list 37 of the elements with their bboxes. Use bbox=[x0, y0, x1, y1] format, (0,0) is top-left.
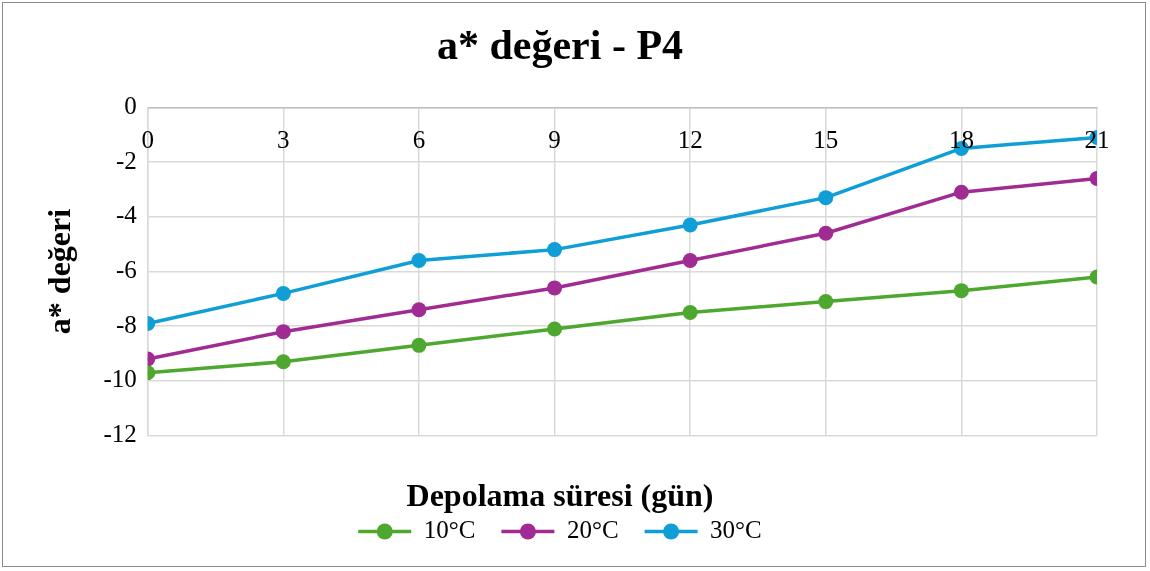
y-tick-label: -10 bbox=[103, 365, 137, 393]
point bbox=[818, 294, 834, 310]
y-axis-title: a* değeri bbox=[41, 208, 78, 335]
point bbox=[411, 302, 427, 318]
point bbox=[275, 354, 291, 370]
point bbox=[411, 253, 427, 269]
point bbox=[275, 324, 291, 340]
x-tick-label: 15 bbox=[813, 125, 839, 153]
point bbox=[818, 225, 834, 241]
point bbox=[275, 285, 291, 301]
chart-title: a* değeri - P4 bbox=[436, 22, 684, 69]
point bbox=[682, 305, 698, 321]
y-tick-label: -2 bbox=[115, 146, 137, 174]
legend-label: 10°C bbox=[423, 516, 476, 544]
point bbox=[953, 184, 969, 200]
x-axis-title: Depolama süresi (gün) bbox=[406, 477, 714, 514]
y-tick-label: -6 bbox=[115, 256, 137, 284]
legend-label: 20°C bbox=[566, 516, 619, 544]
point bbox=[682, 217, 698, 233]
y-tick-label: -12 bbox=[103, 420, 137, 448]
point bbox=[547, 321, 563, 337]
point bbox=[953, 283, 969, 299]
x-tick-label: 0 bbox=[141, 125, 154, 153]
y-tick-label: 0 bbox=[124, 91, 137, 119]
point bbox=[547, 280, 563, 296]
x-tick-label: 12 bbox=[677, 125, 703, 153]
y-tick-label: -8 bbox=[115, 310, 137, 338]
x-tick-label: 21 bbox=[1084, 125, 1110, 153]
point bbox=[818, 190, 834, 206]
point bbox=[547, 242, 563, 258]
point bbox=[682, 253, 698, 269]
legend-label: 30°C bbox=[710, 516, 762, 544]
y-tick-label: -4 bbox=[115, 201, 138, 229]
x-tick-label: 9 bbox=[548, 125, 561, 153]
point bbox=[411, 337, 427, 353]
x-tick-label: 3 bbox=[277, 125, 290, 153]
x-tick-label: 6 bbox=[412, 125, 426, 153]
